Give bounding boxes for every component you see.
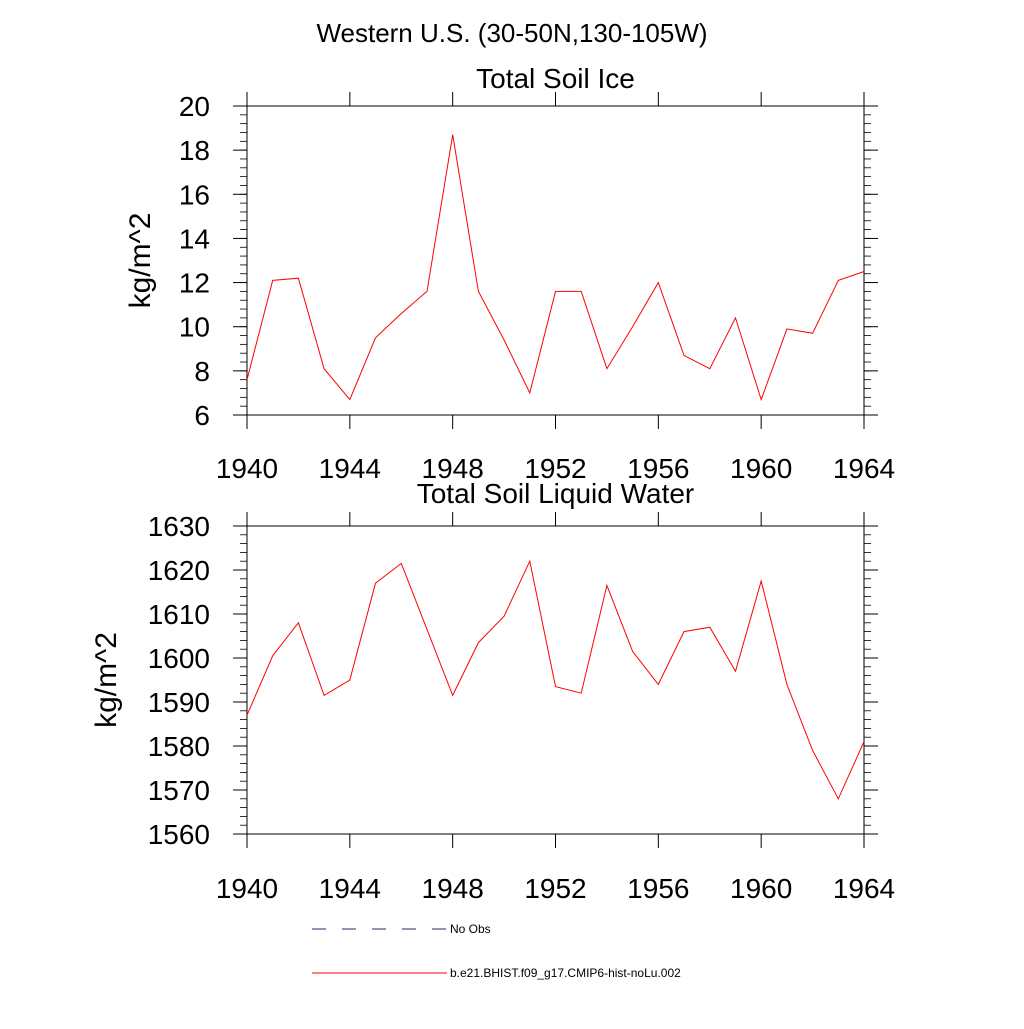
figure-title: Western U.S. (30-50N,130-105W) — [316, 18, 707, 48]
y-tick-label: 1600 — [148, 643, 210, 674]
panel-total-soil-liquid-water: Total Soil Liquid Water kg/m^2 1560 1570 158… — [90, 478, 895, 904]
x-tick-label: 1944 — [319, 873, 381, 904]
y-tick-label: 18 — [179, 135, 210, 166]
y-tick-label: 10 — [179, 312, 210, 343]
plot-frame — [246, 525, 865, 835]
panel-title: Total Soil Liquid Water — [417, 478, 695, 509]
plot-frame — [246, 105, 865, 416]
y-tick-label: 8 — [194, 356, 210, 387]
panel-title: Total Soil Ice — [476, 63, 635, 94]
x-tick-label: 1948 — [422, 453, 484, 484]
series-line — [246, 559, 865, 800]
x-tick-label: 1944 — [319, 453, 381, 484]
x-tick-label: 1964 — [833, 453, 895, 484]
y-tick-label: 16 — [179, 179, 210, 210]
legend-model-label: b.e21.BHIST.f09_g17.CMIP6-hist-noLu.002 — [450, 966, 681, 980]
y-tick-label: 20 — [179, 91, 210, 122]
x-tick-label: 1948 — [422, 873, 484, 904]
y-axis-label: kg/m^2 — [124, 213, 157, 309]
y-tick-label: 1560 — [148, 819, 210, 850]
x-tick-label: 1964 — [833, 873, 895, 904]
x-tick-label: 1956 — [627, 453, 689, 484]
legend-obs-label: No Obs — [450, 922, 491, 936]
x-tick-label: 1940 — [216, 453, 278, 484]
x-tick-label: 1960 — [730, 453, 792, 484]
x-tick-label: 1956 — [627, 873, 689, 904]
series-line — [246, 134, 865, 402]
x-tick-label: 1952 — [524, 873, 586, 904]
y-tick-label: 12 — [179, 268, 210, 299]
y-tick-label: 6 — [194, 400, 210, 431]
y-tick-label: 14 — [179, 223, 210, 254]
legend: No Obs b.e21.BHIST.f09_g17.CMIP6-hist-no… — [312, 922, 681, 980]
y-axis-label: kg/m^2 — [90, 632, 123, 728]
y-tick-label: 1590 — [148, 687, 210, 718]
y-tick-label: 1610 — [148, 599, 210, 630]
x-tick-label: 1952 — [524, 453, 586, 484]
x-tick-label: 1960 — [730, 873, 792, 904]
y-tick-label: 1620 — [148, 555, 210, 586]
y-tick-label: 1580 — [148, 731, 210, 762]
x-tick-label: 1940 — [216, 873, 278, 904]
y-tick-label: 1570 — [148, 775, 210, 806]
y-tick-label: 1630 — [148, 511, 210, 542]
panel-total-soil-ice: Total Soil Ice kg/m^2 6 8 10 12 14 16 18 20 1940 19… — [124, 63, 895, 484]
